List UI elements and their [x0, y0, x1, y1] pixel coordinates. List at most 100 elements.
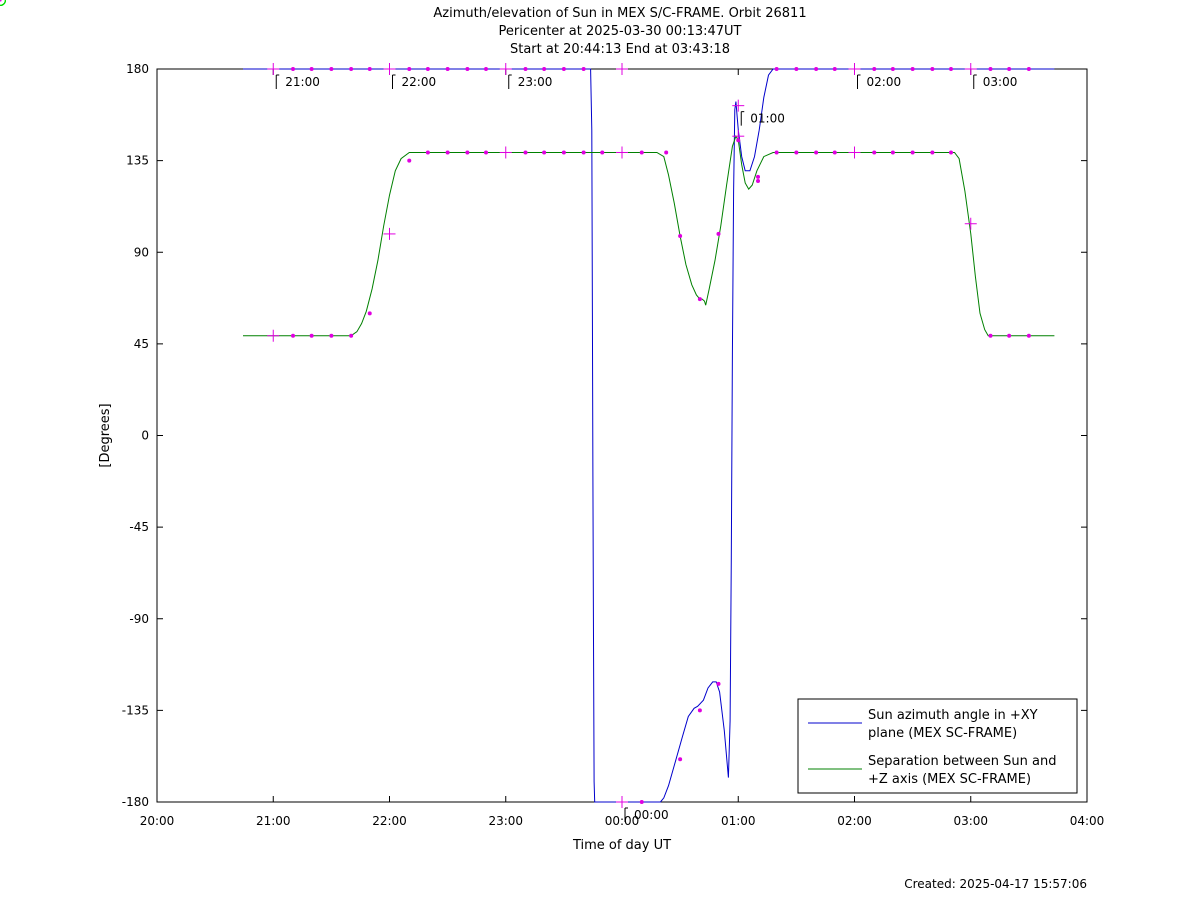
time-dot — [832, 67, 837, 71]
chart-title-line: Pericenter at 2025-03-30 00:13:47UT — [498, 24, 741, 39]
time-dot — [872, 67, 877, 71]
time-dot — [483, 150, 488, 155]
time-dot — [581, 150, 586, 155]
time-dot — [309, 333, 314, 338]
time-dot — [561, 150, 566, 155]
time-dot — [664, 150, 669, 155]
time-dot — [483, 67, 488, 71]
time-dot — [988, 333, 993, 338]
time-dot — [1007, 333, 1012, 338]
hour-cross — [964, 217, 977, 230]
hour-cross — [848, 146, 861, 159]
time-dot — [309, 67, 314, 71]
marker-layer — [0, 0, 1031, 808]
legend-item-1: Sun azimuth angle in +XY plane (MEX SC-FR… — [808, 708, 1038, 741]
time-dot — [890, 67, 895, 71]
time-dot — [291, 67, 296, 71]
time-label-text: 03:00 — [983, 75, 1018, 89]
time-dot — [774, 67, 779, 71]
hour-cross — [732, 99, 745, 112]
time-dot — [678, 233, 683, 238]
time-dot — [465, 150, 470, 155]
y-axis: -180 -135 -90 -45 0 45 90 135 180 — [122, 62, 1087, 809]
orbit-marker — [0, 0, 6, 6]
hour-cross — [616, 146, 628, 159]
time-dot — [1026, 67, 1031, 71]
hour-cross — [616, 63, 628, 75]
time-dot — [329, 67, 334, 71]
x-tick-label: 20:00 — [140, 814, 175, 828]
time-dot — [988, 67, 993, 71]
legend-label: Sun azimuth angle in +XY — [868, 708, 1038, 723]
time-label: 21:00 — [275, 74, 320, 89]
time-dot — [716, 231, 721, 236]
time-dot — [1026, 333, 1031, 338]
series-line-1 — [243, 68, 1055, 803]
y-tick-label: 90 — [134, 245, 149, 259]
time-dot — [832, 150, 837, 155]
x-tick-label: 22:00 — [372, 814, 407, 828]
time-dot — [407, 67, 412, 71]
time-dot — [600, 150, 605, 155]
legend-label: Separation between Sun and — [868, 754, 1056, 769]
x-axis-label: Time of day UT — [572, 838, 671, 853]
time-dot — [930, 67, 935, 71]
y-axis-label: [Degrees] — [98, 403, 113, 467]
time-label-text: 01:00 — [750, 112, 785, 126]
time-dot — [542, 67, 547, 71]
time-dot — [872, 150, 877, 155]
time-dot — [523, 67, 528, 71]
time-dot — [291, 333, 296, 338]
time-dot — [542, 150, 547, 155]
time-dot — [697, 297, 702, 302]
time-dot — [349, 333, 354, 338]
time-dot — [445, 67, 450, 71]
time-label-text: 21:00 — [285, 75, 320, 89]
time-label: 22:00 — [392, 74, 436, 89]
time-dot — [890, 150, 895, 155]
x-tick-label: 01:00 — [721, 814, 756, 828]
time-label-text: 23:00 — [518, 75, 553, 89]
time-dot — [425, 67, 430, 71]
plot-frame — [156, 68, 1088, 803]
time-dot — [678, 757, 683, 762]
hour-cross — [267, 63, 280, 75]
time-dot — [948, 150, 953, 155]
time-dot — [425, 150, 430, 155]
x-tick-label: 21:00 — [256, 814, 291, 828]
hour-cross — [616, 796, 628, 808]
series-layer — [243, 68, 1055, 803]
time-dot — [465, 67, 470, 71]
legend: Sun azimuth angle in +XY plane (MEX SC-FR… — [797, 698, 1078, 794]
time-dot — [349, 67, 354, 71]
legend-label: plane (MEX SC-FRAME) — [868, 726, 1017, 741]
y-tick-label: -90 — [129, 612, 149, 626]
time-dot — [756, 178, 761, 183]
time-dot — [697, 708, 702, 713]
time-dot — [581, 67, 586, 71]
time-dot — [445, 150, 450, 155]
hour-cross — [732, 130, 745, 143]
time-label: 01:00 — [740, 111, 785, 126]
x-tick-label: 02:00 — [837, 814, 872, 828]
hour-cross — [267, 329, 280, 342]
created-timestamp: Created: 2025-04-17 15:57:06 — [904, 877, 1087, 891]
time-dot — [814, 67, 819, 71]
legend-item-2: Separation between Sun and +Z axis (MEX S… — [808, 754, 1056, 787]
time-dot — [774, 150, 779, 155]
time-dot — [716, 681, 721, 686]
chart-title-line: Azimuth/elevation of Sun in MEX S/C-FRAM… — [433, 6, 806, 21]
y-tick-label: -135 — [122, 703, 149, 717]
y-tick-label: 180 — [126, 62, 149, 76]
time-dot — [814, 150, 819, 155]
time-dot — [639, 150, 644, 155]
x-axis: 20:00 21:00 22:00 23:00 00:00 01:00 02:00 03:00… — [140, 69, 1104, 828]
time-label-text: 02:00 — [867, 75, 902, 89]
chart-title-line: Start at 20:44:13 End at 03:43:18 — [510, 42, 730, 57]
x-tick-label: 00:00 — [605, 814, 640, 828]
time-dot — [523, 150, 528, 155]
time-dot — [794, 67, 799, 71]
hour-cross — [499, 146, 512, 159]
y-tick-label: 0 — [141, 429, 149, 443]
legend-box — [797, 698, 1078, 794]
